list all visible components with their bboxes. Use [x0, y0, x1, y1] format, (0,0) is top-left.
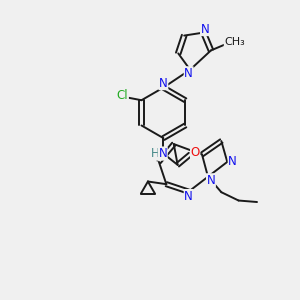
- Text: O: O: [190, 146, 200, 160]
- Text: N: N: [184, 67, 193, 80]
- Text: Cl: Cl: [117, 89, 128, 102]
- Text: N: N: [158, 147, 167, 160]
- Text: N: N: [228, 155, 237, 168]
- Text: CH₃: CH₃: [224, 37, 245, 46]
- Text: N: N: [184, 190, 193, 202]
- Text: N: N: [159, 76, 168, 90]
- Text: N: N: [201, 22, 209, 35]
- Text: N: N: [207, 174, 215, 187]
- Text: H: H: [151, 147, 159, 160]
